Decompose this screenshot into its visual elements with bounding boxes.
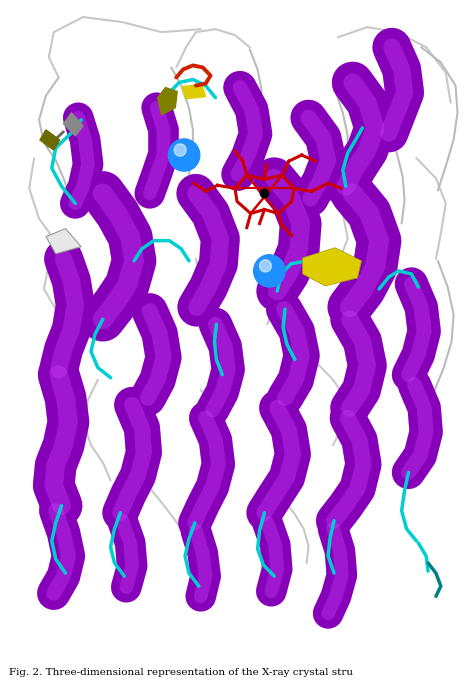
Circle shape (259, 260, 272, 272)
Polygon shape (40, 130, 60, 150)
Polygon shape (182, 84, 206, 99)
Circle shape (168, 139, 200, 171)
Polygon shape (64, 113, 83, 136)
Circle shape (254, 255, 285, 287)
Circle shape (174, 144, 186, 156)
Polygon shape (303, 247, 362, 286)
Polygon shape (158, 88, 177, 115)
Text: Fig. 2. Three-dimensional representation of the X-ray crystal stru: Fig. 2. Three-dimensional representation… (9, 668, 354, 677)
Polygon shape (46, 229, 81, 254)
